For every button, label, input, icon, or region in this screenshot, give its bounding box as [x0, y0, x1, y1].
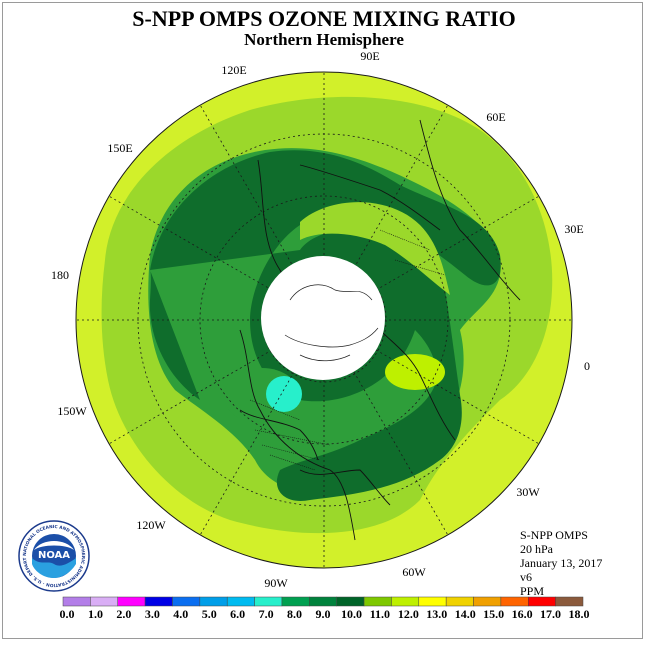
lon-label-120e: 120E: [221, 63, 246, 77]
colorbar-tick-label: 10.0: [341, 607, 362, 621]
logo-text: NOAA: [38, 550, 70, 561]
map-boundary: [75, 71, 573, 569]
lon-label-30e: 30E: [564, 222, 583, 236]
colorbar-tick-label: 4.0: [173, 607, 188, 621]
colorbar-tick-label: 14.0: [455, 607, 476, 621]
info-units: PPM: [520, 584, 545, 598]
polar-no-data-circle: [261, 256, 385, 380]
lon-label-150w: 150W: [57, 404, 87, 418]
colorbar-swatch: [172, 596, 201, 607]
lon-label-60w: 60W: [402, 565, 426, 579]
colorbar-tick-label: 2.0: [116, 607, 131, 621]
colorbar-tick-label: 18.0: [569, 607, 590, 621]
colorbar-tick-label: 1.0: [88, 607, 103, 621]
colorbar-swatch: [418, 596, 447, 607]
colorbar-tick-label: 13.0: [426, 607, 447, 621]
colorbar-swatch: [62, 596, 91, 607]
lon-label-60e: 60E: [486, 110, 505, 124]
colorbar-tick-label: 8.0: [287, 607, 302, 621]
colorbar-swatch: [281, 596, 310, 607]
colorbar-swatches: [62, 596, 584, 607]
colorbar-swatch: [199, 596, 228, 607]
image-frame: [2, 2, 643, 639]
info-date: January 13, 2017: [520, 556, 603, 570]
ozone-inner-ring: [300, 202, 450, 295]
colorbar-tick-label: 3.0: [145, 607, 160, 621]
colorbar-swatch: [309, 596, 337, 607]
colorbar-swatch: [90, 596, 118, 607]
colorbar-swatch: [555, 596, 584, 607]
colorbar-swatch: [500, 596, 529, 607]
colorbar-swatch: [363, 596, 392, 607]
noaa-logo: NATIONAL OCEANIC AND ATMOSPHERIC ADMINIS…: [18, 520, 90, 592]
lon-label-120w: 120W: [136, 518, 166, 532]
info-instrument: S-NPP OMPS: [520, 528, 588, 542]
lon-label-150e: 150E: [107, 141, 132, 155]
map-title: S-NPP OMPS OZONE MIXING RATIO: [132, 6, 516, 31]
colorbar-tick-label: 5.0: [202, 607, 217, 621]
colorbar-swatch: [391, 596, 420, 607]
colorbar-labels: 0.0 1.0 2.0 3.0 4.0 5.0 6.0 7.0 8.0 9.0 10.0 11.0 12…: [60, 607, 590, 621]
borders: [249, 229, 446, 471]
colorbar-tick-label: 6.0: [230, 607, 245, 621]
info-level: 20 hPa: [520, 542, 553, 556]
colorbar-tick-label: 0.0: [60, 607, 75, 621]
map-subtitle: Northern Hemisphere: [244, 30, 404, 49]
ozone-yellow-patch: [385, 354, 445, 390]
lon-label-90w: 90W: [264, 576, 288, 590]
colorbar-tick-label: 16.0: [512, 607, 533, 621]
colorbar-tick-label: 15.0: [483, 607, 504, 621]
colorbar-tick-label: 17.0: [540, 607, 561, 621]
colorbar-tick-label: 9.0: [316, 607, 331, 621]
colorbar-swatch: [254, 596, 283, 607]
colorbar-swatch: [528, 596, 556, 607]
colorbar-tick-label: 12.0: [398, 607, 419, 621]
colorbar-swatch: [226, 596, 255, 607]
lon-label-90e: 90E: [360, 49, 379, 63]
lon-label-0: 0: [584, 359, 590, 373]
colorbar-swatch: [117, 596, 146, 607]
info-version: v6: [520, 570, 532, 584]
colorbar-swatch: [336, 596, 365, 607]
polar-coastlines: [284, 284, 379, 362]
lon-label-30w: 30W: [516, 485, 540, 499]
ozone-cyan-spot: [266, 376, 302, 412]
colorbar-tick-label: 11.0: [370, 607, 390, 621]
colorbar-swatch: [445, 596, 474, 607]
colorbar-swatch: [144, 596, 173, 607]
colorbar-swatch: [473, 596, 502, 607]
colorbar-tick-label: 7.0: [259, 607, 274, 621]
lon-label-180: 180: [51, 268, 69, 282]
